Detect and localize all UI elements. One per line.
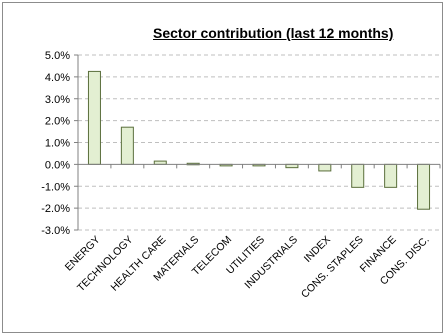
bar [87,70,101,165]
chart-title: Sector contribution (last 12 months) [153,25,394,41]
y-tick-label: 0.0% [45,159,70,171]
y-tick-label: -3.0% [41,225,70,237]
bar [384,163,398,188]
bar [351,163,365,188]
y-tick-label: 1.0% [45,138,70,150]
bar [417,163,431,210]
bar [120,126,134,165]
category-label: CONS. STAPLES [299,234,366,301]
chart-frame: Sector contribution (last 12 months) [2,2,443,333]
category-label: INDEX [302,234,333,265]
y-tick-label: 4.0% [45,72,70,84]
y-tick-label: 2.0% [45,116,70,128]
y-tick-label: 5.0% [45,50,70,62]
bar [318,163,332,172]
y-tick-label: -2.0% [41,203,70,215]
y-tick-label: 3.0% [45,94,70,106]
y-tick-label: -1.0% [41,181,70,193]
